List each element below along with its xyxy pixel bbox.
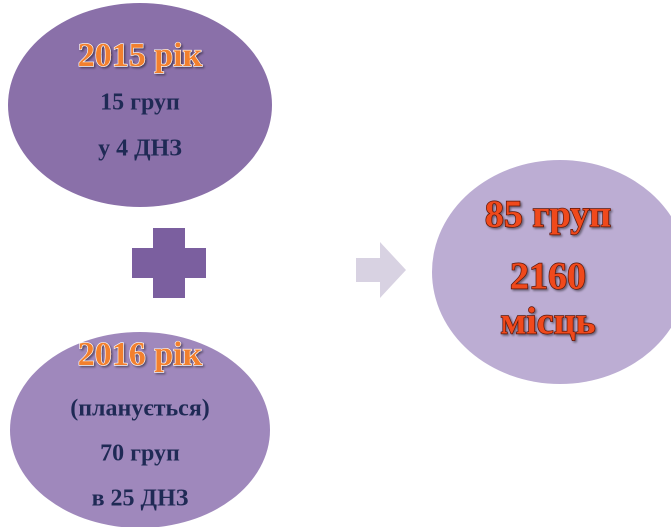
result-text: 85 груп (485, 194, 611, 236)
result-text: 2160 (510, 256, 586, 298)
node-text: в 25 ДНЗ (92, 486, 189, 512)
node-result (432, 160, 671, 384)
plus-sign (132, 228, 206, 298)
node-title: 2015 рік (78, 37, 203, 74)
node-text: у 4 ДНЗ (98, 136, 182, 162)
result-text: місць (500, 301, 595, 343)
arrow (356, 242, 406, 298)
node-text: (планується) (70, 396, 210, 422)
node-text: 70 груп (100, 441, 180, 467)
node-title: 2016 рік (78, 336, 203, 373)
node-2015 (8, 3, 272, 207)
node-text: 15 груп (100, 90, 180, 116)
node-2016 (10, 332, 270, 527)
